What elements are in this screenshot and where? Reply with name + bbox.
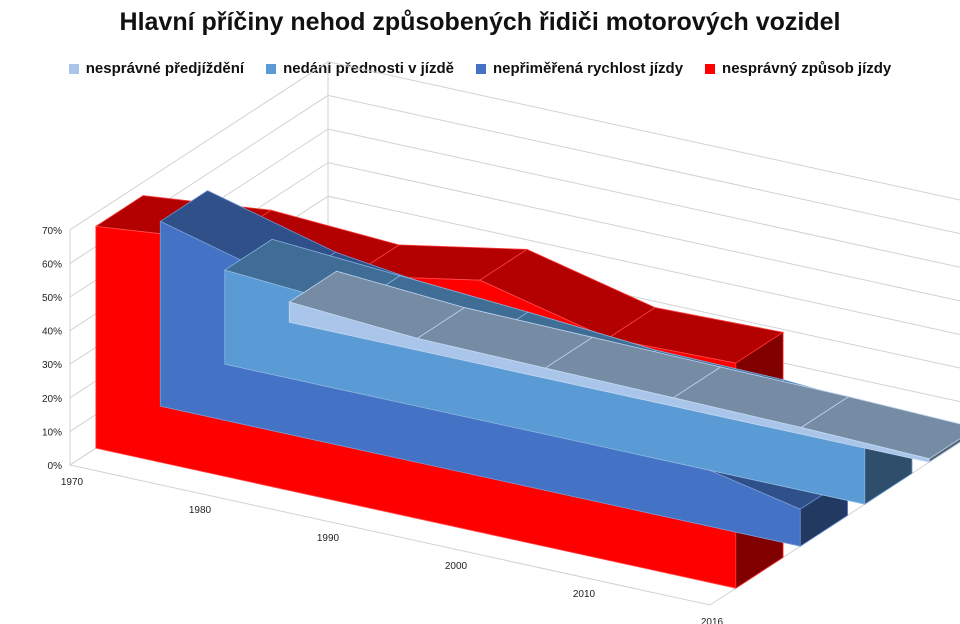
legend-swatch	[705, 63, 716, 74]
legend-item: nesprávné předjíždění	[68, 60, 245, 77]
y-tick-label: 20%	[42, 394, 62, 405]
legend-item: nedání přednosti v jízdě	[266, 60, 454, 77]
y-tick-label: 10%	[42, 427, 62, 438]
legend-label: nesprávný způsob jízdy	[722, 60, 892, 77]
y-tick-label: 30%	[42, 360, 62, 371]
y-tick-label: 50%	[42, 293, 62, 304]
series-0	[288, 270, 960, 463]
area-end-face	[928, 438, 960, 463]
x-tick-label: 1970	[61, 477, 84, 488]
legend-swatch	[266, 63, 277, 74]
x-tick-label: 2010	[573, 589, 596, 600]
legend: nesprávné předjíždění nedání přednosti v…	[0, 60, 960, 77]
legend-label: nepřiměřená rychlost jízdy	[492, 60, 684, 77]
y-tick-label: 0%	[48, 461, 63, 472]
y-tick-label: 60%	[42, 259, 62, 270]
y-tick-label: 40%	[42, 327, 62, 338]
legend-item: nesprávný způsob jízdy	[705, 60, 891, 77]
legend-item: nepřiměřená rychlost jízdy	[475, 60, 684, 77]
y-tick-label: 70%	[42, 226, 62, 237]
legend-label: nesprávné předjíždění	[85, 60, 245, 77]
legend-label: nedání přednosti v jízdě	[283, 60, 454, 77]
chart-title: Hlavní příčiny nehod způsobených řidiči …	[119, 8, 841, 36]
legend-swatch	[68, 63, 79, 74]
x-tick-label: 1980	[189, 505, 212, 516]
x-tick-label: 2000	[445, 561, 468, 572]
x-tick-label: 1990	[317, 533, 340, 544]
x-tick-label: 2016	[701, 617, 724, 624]
legend-swatch	[475, 63, 486, 74]
